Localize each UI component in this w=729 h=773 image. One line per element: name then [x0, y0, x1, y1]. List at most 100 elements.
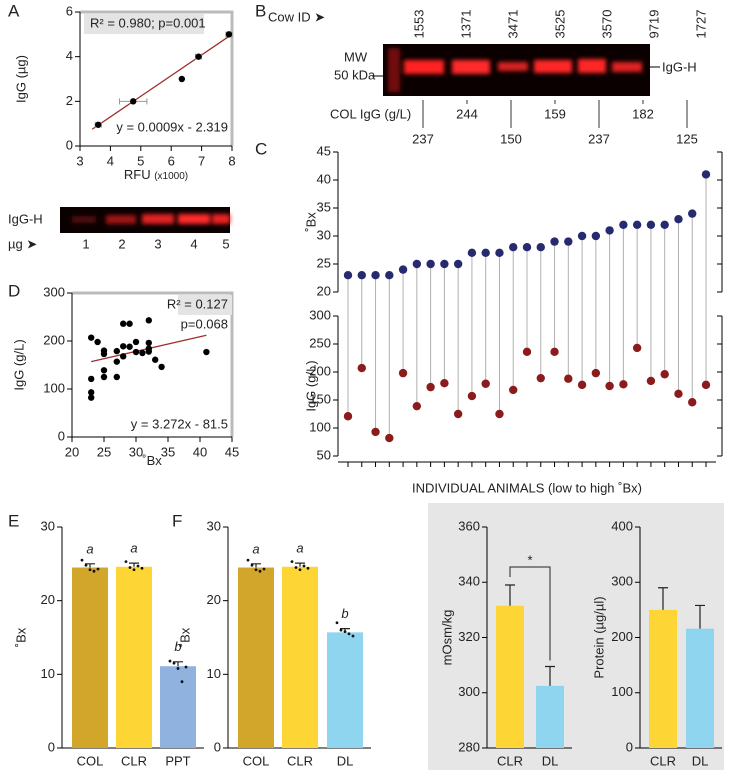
y-tick-label: 6	[66, 3, 73, 18]
point	[130, 98, 137, 105]
bar	[686, 628, 714, 748]
group-letter: a	[252, 541, 259, 556]
y-axis-label: ˚Bx	[13, 627, 28, 647]
point	[158, 363, 165, 371]
point	[152, 356, 159, 363]
x-tick-label: DL	[337, 753, 354, 768]
y-tick-label: 150	[309, 391, 331, 406]
igg-point	[343, 412, 353, 421]
data-point	[88, 568, 92, 572]
bx-point	[509, 243, 518, 252]
point	[88, 389, 95, 396]
y-tick-label: 100	[43, 380, 65, 395]
y-tick-label: 10	[207, 666, 221, 681]
bx-point	[564, 237, 573, 246]
significance-bracket	[509, 566, 551, 661]
data-point	[306, 566, 310, 570]
cow-id: 3525	[552, 10, 567, 39]
y-tick-label: 2	[66, 93, 73, 108]
point	[100, 347, 108, 354]
panel-label: E	[8, 511, 19, 530]
lane-number: 5	[222, 236, 229, 251]
y-axis-label: IgG (µg)	[13, 55, 28, 103]
error-bar	[695, 604, 705, 629]
igg-point	[550, 347, 559, 357]
col-igg-value: 159	[544, 106, 566, 121]
bx-point	[398, 265, 408, 274]
id-label: Cow ID ➤	[268, 9, 325, 24]
point	[100, 373, 108, 381]
y-axis-label: ˚Bx	[303, 212, 318, 232]
y-tick-label: 200	[43, 332, 65, 347]
y-tick-label: 300	[43, 284, 65, 299]
igg-point	[701, 380, 711, 390]
igg-point	[619, 380, 628, 389]
bar	[160, 666, 196, 748]
bx-point	[495, 248, 504, 257]
y-tick-label: 100	[309, 419, 331, 434]
error-bar	[658, 587, 668, 610]
y-tick-label: 50	[317, 447, 331, 462]
x-axis-label: INDIVIDUAL ANIMALS (low to high ˚Bx)	[412, 480, 642, 495]
y-tick-label: 0	[214, 739, 221, 754]
igg-point	[357, 363, 366, 373]
igg-point	[440, 379, 449, 388]
group-letter: a	[86, 541, 93, 556]
bar	[282, 566, 318, 748]
x-tick-label: DL	[692, 753, 709, 768]
x-tick-label: CLR	[287, 753, 313, 768]
data-point	[92, 569, 96, 573]
bar	[72, 567, 108, 748]
panel-label: A	[8, 1, 20, 20]
data-point	[184, 665, 188, 669]
panel-label: D	[8, 281, 20, 300]
bx-point	[426, 259, 435, 269]
bar	[536, 685, 564, 748]
plot-frame	[72, 291, 234, 437]
bx-point	[660, 220, 669, 229]
y-tick-label: 0	[626, 739, 633, 754]
bx-point	[357, 271, 366, 280]
point	[94, 338, 101, 346]
error-bar	[295, 562, 305, 567]
cow-id: 1371	[458, 10, 473, 39]
y-tick-label: 300	[309, 307, 331, 322]
y-tick-label: 300	[611, 574, 633, 589]
mw-label: MW	[344, 49, 368, 64]
y-tick-label: 340	[458, 574, 480, 589]
y-axis-label: ˚Bx	[177, 627, 192, 647]
y-tick-label: 30	[207, 518, 221, 533]
igg-point	[660, 370, 669, 379]
x-tick-label: 45	[225, 444, 239, 459]
x-tick-label: 25	[97, 444, 111, 459]
data-point	[262, 567, 266, 571]
point	[145, 339, 152, 347]
igg-point	[398, 368, 408, 378]
point	[113, 347, 121, 355]
x-tick-label: 4	[107, 153, 114, 168]
error-bar	[505, 584, 515, 606]
data-point	[343, 630, 347, 634]
y-tick-label: 4	[66, 48, 73, 63]
lane-number: 4	[190, 236, 197, 251]
annotation: R² = 0.127	[167, 296, 228, 311]
data-point	[298, 568, 302, 572]
x-tick-label: CLR	[497, 753, 523, 768]
y-tick-label: 25	[317, 255, 331, 270]
col-igg-value: 125	[676, 131, 698, 146]
y-tick-label: 250	[309, 335, 331, 350]
data-point	[136, 564, 140, 568]
point	[203, 348, 210, 356]
x-tick-label: PPT	[165, 753, 190, 768]
igg-point	[591, 368, 601, 378]
plot-frame	[80, 10, 234, 146]
bx-point	[536, 243, 545, 252]
y-axis-label: IgG (g/L)	[11, 339, 26, 390]
bx-point	[701, 170, 711, 179]
bx-point	[481, 248, 490, 257]
data-point	[254, 568, 258, 572]
annotation: p=0.068	[181, 316, 228, 331]
igg-point	[385, 433, 394, 443]
data-point	[351, 634, 355, 638]
col-igg-value: 182	[632, 106, 654, 121]
